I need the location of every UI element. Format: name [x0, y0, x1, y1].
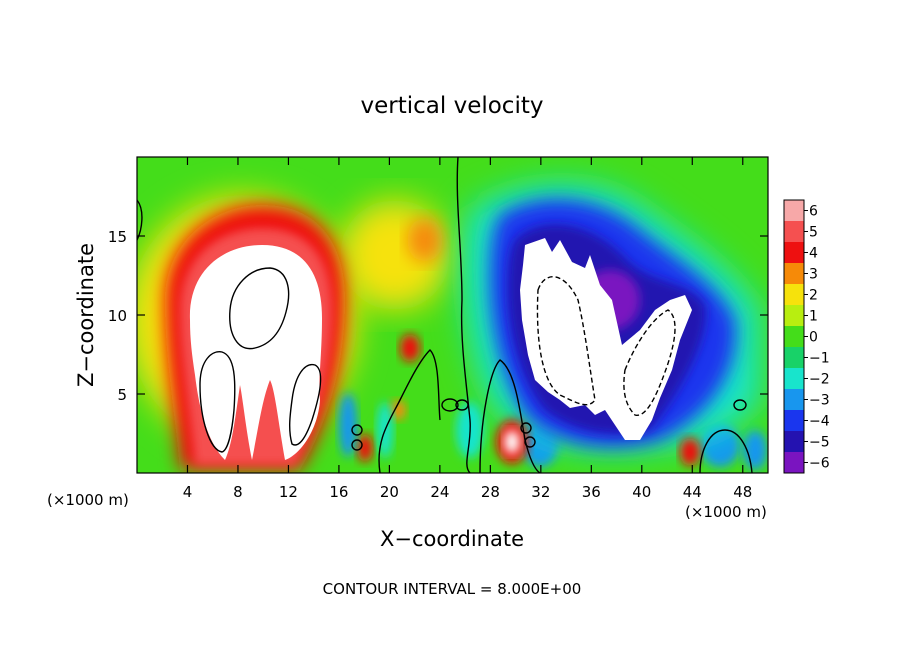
contour-right-low [699, 429, 753, 473]
downdraft-region [462, 183, 760, 452]
updraft-upper-right-core [407, 218, 443, 262]
contour-small-6 [524, 436, 536, 448]
colorbar-label-6: 0 [809, 330, 818, 346]
contour-low-ridge [378, 349, 441, 473]
colorbar-label-10: −4 [809, 414, 830, 430]
x-tick-label-8: 36 [582, 483, 601, 501]
colorbar-swatch-5 [784, 305, 804, 326]
colorbar-swatch-9 [784, 389, 804, 410]
colorbar-label-0: 6 [809, 204, 818, 220]
colorbar-label-3: 3 [809, 267, 818, 283]
colorbar-swatch-4 [784, 284, 804, 305]
colorbar-label-4: 2 [809, 288, 818, 304]
contour-small-3 [351, 424, 363, 436]
contour-left-edge [137, 199, 143, 241]
x-tick-label-5: 24 [430, 483, 449, 501]
colorbar: 6 5 4 3 2 1 0 −1 −2 −3 −4 −5 −6 [783, 199, 830, 474]
updraft-low-red [357, 434, 373, 462]
contour-interval-footer: CONTOUR INTERVAL = 8.000E+00 [323, 580, 582, 598]
colorbar-swatch-10 [784, 410, 804, 431]
contour-small-5 [520, 422, 532, 434]
colorbar-label-12: −6 [809, 456, 830, 472]
y-tick-label-0: 5 [117, 386, 127, 404]
colorbar-label-9: −3 [809, 393, 830, 409]
colorbar-swatch-3 [784, 263, 804, 284]
chart-title: vertical velocity [361, 93, 544, 119]
colorbar-label-5: 1 [809, 309, 818, 325]
contour-east-low [479, 359, 541, 473]
colorbar-swatch-11 [784, 431, 804, 452]
y-tick-label-1: 10 [108, 307, 127, 325]
contour-small-7 [733, 399, 747, 411]
streak-1 [339, 393, 357, 457]
streak-6 [743, 430, 767, 470]
colorbar-label-8: −2 [809, 372, 830, 388]
colorbar-swatch-0 [784, 200, 804, 221]
x-axis-label: X−coordinate [380, 527, 524, 551]
x-tick-label-1: 8 [233, 483, 243, 501]
x-tick-label-0: 4 [183, 483, 193, 501]
updraft-low-orange [390, 400, 406, 420]
updraft-white-core [189, 245, 322, 460]
colorbar-swatch-1 [784, 221, 804, 242]
colorbar-swatch-2 [784, 242, 804, 263]
y-axis-label: Z−coordinate [74, 243, 98, 387]
contour-zero-divider [456, 157, 471, 473]
x-tick-label-9: 40 [632, 483, 651, 501]
contour-small-1 [441, 398, 459, 412]
updraft-small-red [400, 334, 420, 362]
x-tick-label-7: 32 [531, 483, 550, 501]
x-tick-label-6: 28 [481, 483, 500, 501]
x-tick-label-2: 12 [279, 483, 298, 501]
colorbar-label-7: −1 [809, 351, 830, 367]
x-tick-label-10: 44 [683, 483, 702, 501]
colorbar-swatch-7 [784, 347, 804, 368]
contour-small-2 [455, 399, 469, 411]
colorbar-label-11: −5 [809, 435, 830, 451]
x-tick-label-3: 16 [329, 483, 348, 501]
contour-tower-right [289, 363, 322, 446]
updraft-spot-left-core [504, 430, 520, 454]
contour-tower-left [199, 351, 236, 453]
contour-lines [137, 157, 753, 473]
x-tick-label-11: 48 [733, 483, 752, 501]
x-unit-left: (×1000 m) [47, 491, 129, 509]
contour-small-4 [351, 439, 363, 451]
downdraft-white-core [520, 238, 692, 440]
x-unit-right: (×1000 m) [685, 503, 767, 521]
x-tick-label-4: 20 [380, 483, 399, 501]
colorbar-swatch-6 [784, 326, 804, 347]
contour-updraft-core [229, 267, 290, 350]
y-tick-label-2: 15 [108, 228, 127, 246]
colorbar-label-2: 4 [809, 246, 818, 262]
velocity-field [137, 157, 768, 473]
colorbar-swatch-8 [784, 368, 804, 389]
colorbar-label-1: 5 [809, 225, 818, 241]
colorbar-swatch-12 [784, 452, 804, 473]
updraft-region [137, 195, 450, 470]
updraft-spot-right [680, 438, 700, 466]
contour-downdraft-arm [623, 309, 676, 416]
